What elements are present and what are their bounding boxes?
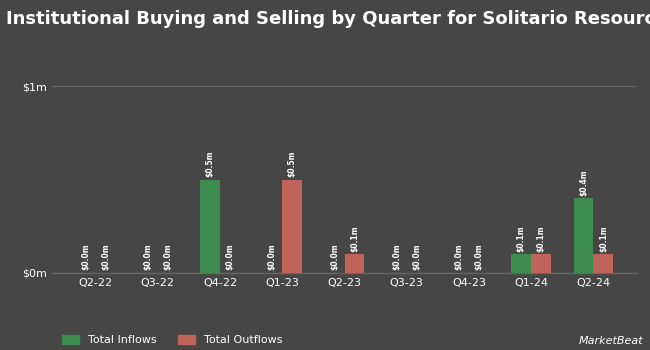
Text: $0.0m: $0.0m xyxy=(330,244,339,270)
Bar xyxy=(512,254,531,273)
Text: $0.1m: $0.1m xyxy=(537,225,545,252)
Text: $0.0m: $0.0m xyxy=(81,244,90,270)
Bar xyxy=(344,254,365,273)
Text: $0.5m: $0.5m xyxy=(205,150,214,177)
Bar xyxy=(573,198,593,273)
Text: $0.1m: $0.1m xyxy=(517,225,526,252)
Bar xyxy=(200,180,220,273)
Text: $0.0m: $0.0m xyxy=(144,244,152,270)
Text: MarketBeat: MarketBeat xyxy=(579,336,644,346)
Text: $0.5m: $0.5m xyxy=(288,150,296,177)
Text: $0.0m: $0.0m xyxy=(101,244,110,270)
Text: $0.1m: $0.1m xyxy=(350,225,359,252)
Bar xyxy=(282,180,302,273)
Legend: Total Inflows, Total Outflows: Total Inflows, Total Outflows xyxy=(58,330,287,350)
Bar xyxy=(593,254,614,273)
Text: $0.0m: $0.0m xyxy=(393,244,401,270)
Text: $0.0m: $0.0m xyxy=(268,244,277,270)
Text: $0.0m: $0.0m xyxy=(454,244,463,270)
Text: $0.4m: $0.4m xyxy=(579,169,588,196)
Text: $0.0m: $0.0m xyxy=(412,244,421,270)
Text: $0.0m: $0.0m xyxy=(226,244,235,270)
Text: $0.0m: $0.0m xyxy=(474,244,484,270)
Text: $0.0m: $0.0m xyxy=(163,244,172,270)
Text: $0.1m: $0.1m xyxy=(599,225,608,252)
Text: Institutional Buying and Selling by Quarter for Solitario Resources: Institutional Buying and Selling by Quar… xyxy=(6,10,650,28)
Bar xyxy=(531,254,551,273)
